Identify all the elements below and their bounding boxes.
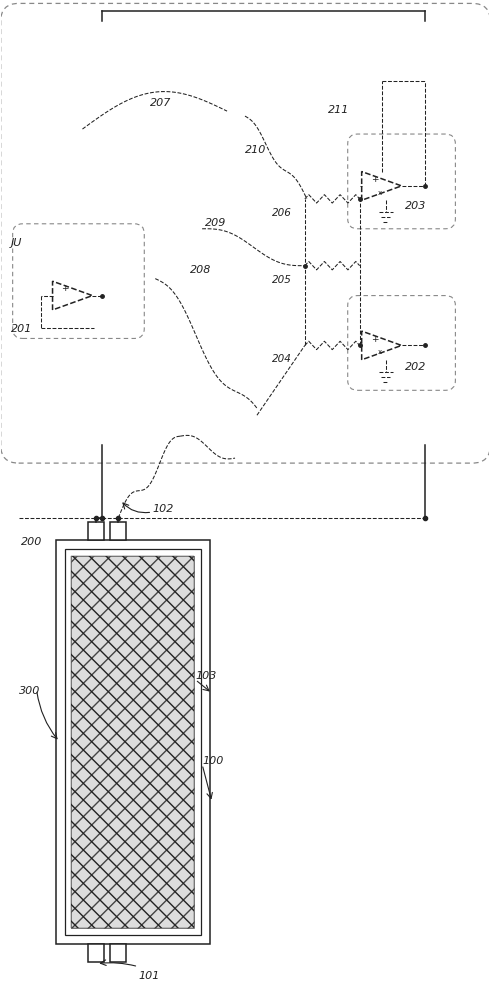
Text: 206: 206 <box>272 208 292 218</box>
Text: 208: 208 <box>190 265 212 275</box>
Text: 200: 200 <box>21 537 42 547</box>
Bar <box>89 944 104 962</box>
Bar <box>89 522 104 540</box>
Text: 100: 100 <box>202 756 223 766</box>
Text: 300: 300 <box>19 686 40 696</box>
Text: +: + <box>371 335 378 344</box>
Bar <box>72 556 194 928</box>
Text: 103: 103 <box>195 671 217 681</box>
Text: 202: 202 <box>405 362 426 372</box>
Text: 102: 102 <box>152 504 173 514</box>
Bar <box>55 540 210 944</box>
Text: 211: 211 <box>328 105 349 115</box>
Text: 209: 209 <box>205 218 226 228</box>
Text: 101: 101 <box>138 971 160 981</box>
Bar <box>110 944 126 962</box>
Bar <box>65 549 201 935</box>
Bar <box>110 522 126 540</box>
Text: JU: JU <box>11 238 22 248</box>
Text: x: x <box>378 190 382 196</box>
Text: 207: 207 <box>150 98 172 108</box>
Text: 210: 210 <box>245 145 267 155</box>
Text: 205: 205 <box>272 275 292 285</box>
Bar <box>72 556 194 928</box>
Text: +: + <box>371 175 378 184</box>
Text: 203: 203 <box>405 201 426 211</box>
Text: 204: 204 <box>272 354 292 364</box>
Text: x: x <box>378 349 382 355</box>
Text: 201: 201 <box>11 324 32 334</box>
Text: +: + <box>61 284 68 293</box>
